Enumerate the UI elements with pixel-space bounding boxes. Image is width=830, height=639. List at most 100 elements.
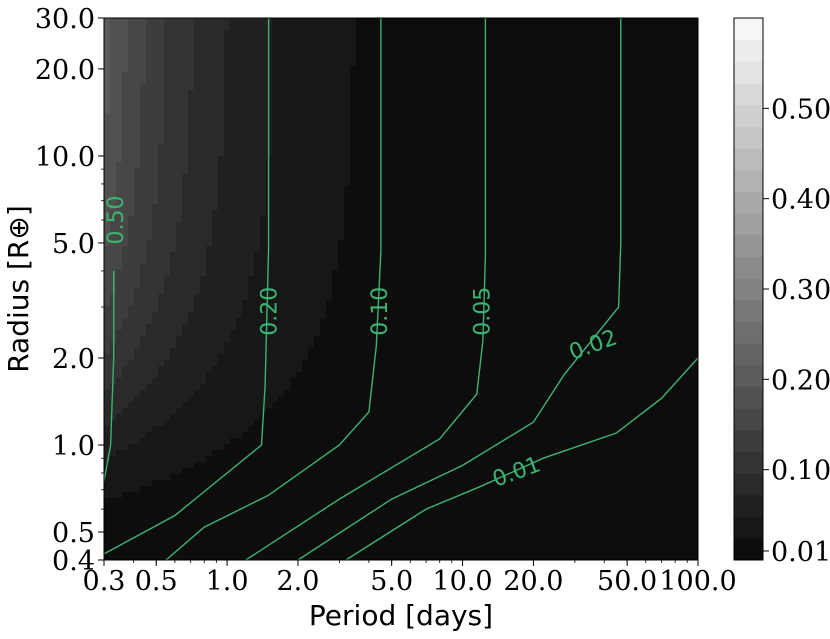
heatmap-cell [356,210,363,217]
heatmap-cell [170,216,177,223]
heatmap-cell [182,54,189,61]
heatmap-cell [356,438,363,445]
heatmap-cell [272,72,279,79]
heatmap-cell [152,18,159,25]
heatmap-cell [332,186,339,193]
heatmap-cell [278,66,285,73]
heatmap-cell [332,138,339,145]
heatmap-cell [158,42,165,49]
heatmap-cell [152,198,159,205]
heatmap-cell [116,330,123,337]
heatmap-cell [164,546,171,553]
heatmap-cell [404,516,411,523]
heatmap-cell [194,414,201,421]
heatmap-cell [296,48,303,55]
heatmap-cell [242,228,249,235]
heatmap-cell [170,288,177,295]
heatmap-cell [224,222,231,229]
heatmap-cell [314,276,321,283]
heatmap-cell [122,66,129,73]
heatmap-cell [146,474,153,481]
heatmap-cell [140,210,147,217]
heatmap-cell [128,30,135,37]
heatmap-cell [164,222,171,229]
heatmap-cell [236,66,243,73]
heatmap-cell [338,78,345,85]
heatmap-cell [272,450,279,457]
heatmap-cell [410,480,417,487]
heatmap-cell [206,450,213,457]
heatmap-cell [122,372,129,379]
heatmap-cell [140,108,147,115]
heatmap-cell [182,216,189,223]
heatmap-cell [272,258,279,265]
heatmap-cell [134,510,141,517]
heatmap-cell [134,312,141,319]
heatmap-cell [362,234,369,241]
heatmap-cell [212,342,219,349]
heatmap-cell [236,318,243,325]
heatmap-cell [296,108,303,115]
heatmap-cell [290,228,297,235]
heatmap-cell [290,54,297,61]
heatmap-cell [350,24,357,31]
heatmap-cell [158,426,165,433]
heatmap-cell [182,498,189,505]
heatmap-cell [272,66,279,73]
heatmap-cell [236,192,243,199]
heatmap-cell [320,48,327,55]
heatmap-cell [386,252,393,259]
heatmap-cell [152,534,159,541]
heatmap-cell [206,498,213,505]
heatmap-cell [374,180,381,187]
heatmap-cell [260,426,267,433]
heatmap-cell [356,522,363,529]
heatmap-cell [332,54,339,61]
heatmap-cell [206,306,213,313]
heatmap-cell [278,432,285,439]
heatmap-cell [416,450,423,457]
heatmap-cell [296,372,303,379]
heatmap-cell [230,114,237,121]
heatmap-cell [200,498,207,505]
heatmap-cell [128,276,135,283]
heatmap-cell [260,54,267,61]
heatmap-cell [194,132,201,139]
heatmap-cell [374,342,381,349]
heatmap-cell [374,24,381,31]
heatmap-cell [296,402,303,409]
heatmap-cell [356,66,363,73]
heatmap-cell [230,444,237,451]
heatmap-cell [212,48,219,55]
heatmap-cell [392,30,399,37]
heatmap-cell [266,354,273,361]
heatmap-cell [428,264,435,271]
heatmap-cell [152,180,159,187]
heatmap-cell [224,180,231,187]
heatmap-cell [422,96,429,103]
heatmap-cell [176,30,183,37]
heatmap-cell [392,426,399,433]
heatmap-cell [242,234,249,241]
heatmap-cell [182,126,189,133]
heatmap-cell [188,360,195,367]
heatmap-cell [194,228,201,235]
heatmap-cell [116,540,123,547]
heatmap-cell [104,276,111,283]
heatmap-cell [266,438,273,445]
heatmap-cell [206,228,213,235]
heatmap-cell [308,372,315,379]
heatmap-cell [344,510,351,517]
heatmap-cell [254,330,261,337]
heatmap-cell [344,450,351,457]
heatmap-cell [248,468,255,475]
heatmap-cell [374,450,381,457]
heatmap-cell [140,258,147,265]
heatmap-cell [158,78,165,85]
heatmap-cell [362,534,369,541]
heatmap-cell [410,36,417,43]
heatmap-cell [146,468,153,475]
heatmap-cell [152,462,159,469]
heatmap-cell [362,408,369,415]
heatmap-cell [134,414,141,421]
